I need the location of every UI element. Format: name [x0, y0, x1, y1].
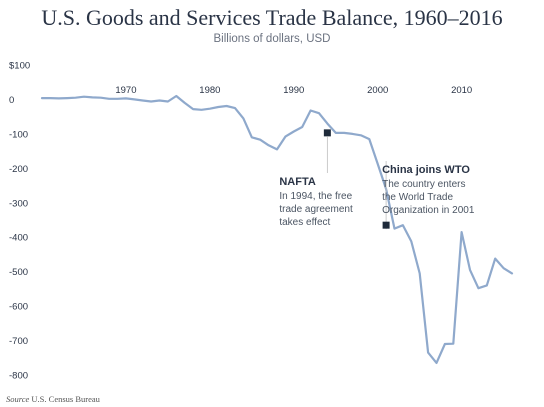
- annotations-layer: NAFTA In 1994, the free trade agreement tak…: [279, 129, 475, 230]
- chart-subtitle: Billions of dollars, USD: [213, 33, 331, 45]
- annotation-text-line: In 1994, the free: [279, 191, 352, 202]
- annotation-text-line: Organization in 2001: [382, 205, 475, 216]
- y-tick-label: -600: [9, 302, 28, 313]
- annotation-text-line: The country enters: [382, 179, 465, 190]
- annotation-marker: [323, 129, 331, 137]
- x-tick-label: 2010: [451, 85, 472, 96]
- x-tick-label: 1990: [283, 85, 304, 96]
- series-layer: [40, 94, 514, 364]
- chart-title: U.S. Goods and Services Trade Balance, 1…: [41, 5, 503, 30]
- y-tick-label: -500: [9, 267, 28, 278]
- y-axis: $100 0 -100 -200 -300 -400 -500 -600 -700 -800: [9, 61, 30, 382]
- x-tick-label: 2000: [367, 85, 388, 96]
- y-tick-label: $100: [9, 61, 30, 72]
- y-tick-label: -400: [9, 233, 28, 244]
- source-label: Source: [6, 394, 30, 404]
- source-note: Source U.S. Census Bureau: [6, 394, 100, 404]
- annotation-text-line: trade agreement: [279, 204, 353, 215]
- annotation-title: NAFTA: [279, 176, 316, 188]
- y-tick-label: -300: [9, 198, 28, 209]
- source-text: U.S. Census Bureau: [31, 394, 100, 404]
- y-tick-label: -700: [9, 336, 28, 347]
- annotation-text-line: takes effect: [279, 217, 330, 228]
- series-line: [40, 94, 514, 364]
- x-tick-label: 1980: [199, 85, 220, 96]
- annotation-marker: [382, 221, 390, 229]
- annotation-title: China joins WTO: [382, 164, 470, 176]
- annotation-text-line: the World Trade: [382, 192, 453, 203]
- x-axis: 1970 1980 1990 2000 2010: [115, 85, 472, 96]
- y-tick-label: -200: [9, 164, 28, 175]
- x-tick-label: 1970: [115, 85, 136, 96]
- y-tick-label: -800: [9, 371, 28, 382]
- y-tick-label: 0: [9, 95, 14, 106]
- y-tick-label: -100: [9, 129, 28, 140]
